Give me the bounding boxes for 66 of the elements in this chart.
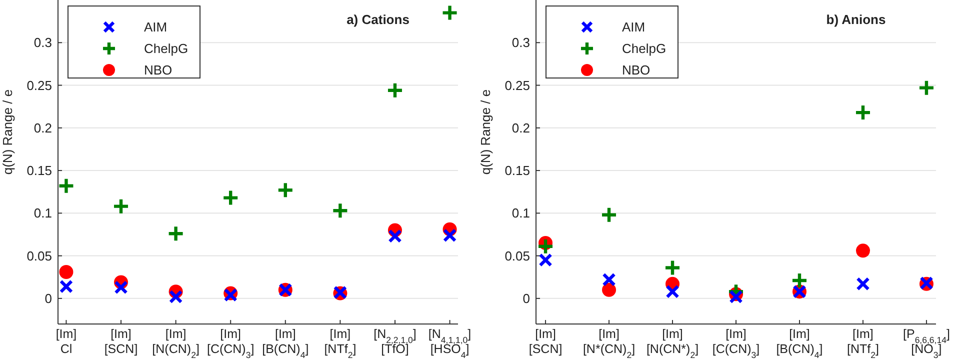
x-tick-label: [Im] [SCN] (528, 327, 562, 356)
y-tick-label: 0 (522, 290, 530, 306)
point (602, 272, 616, 287)
y-tick-label: 0.15 (26, 163, 52, 178)
point (332, 202, 349, 220)
x-tick-label: [P$_{6,6,6,14}$] [NO$_{3}$] (903, 327, 950, 360)
legend-label: AIM (144, 20, 168, 35)
y-axis-title: q(N) Range / e (0, 89, 15, 175)
point (664, 259, 682, 276)
point (600, 206, 618, 224)
y-tick-label: 0.05 (504, 248, 530, 264)
point (114, 280, 128, 294)
point (729, 290, 743, 304)
point (276, 182, 294, 199)
x-tick-label: [Im] [C(CN)$_{3}$] (712, 327, 760, 360)
x-tick-label: [Im] [B(CN)$_{4}$] (776, 327, 823, 360)
y-tick-label: 0.05 (26, 248, 52, 264)
x-tick-label: [Im] Cl (56, 327, 77, 356)
y-tick-label: 0.25 (26, 78, 52, 93)
x-tick-label: [Im] [N(CN*)$_{2}$] (646, 327, 699, 360)
text: b) Anions (826, 12, 886, 27)
text: a) Cations (346, 12, 410, 27)
point (222, 189, 240, 206)
legend-label: ChelpG (622, 41, 666, 56)
x-tick-label: [Im] [NTf$_{2}$] (847, 327, 879, 360)
y-tick-label: 0.25 (504, 78, 530, 93)
point (388, 229, 402, 244)
point (442, 228, 457, 242)
point (167, 225, 184, 242)
x-tick-label: [Im] [SCN] (104, 327, 138, 356)
x-tick-label: [Im] [C(CN)$_{3}$] (206, 327, 254, 360)
y-tick-label: 0 (44, 290, 52, 306)
point (59, 280, 74, 294)
point (854, 104, 872, 122)
x-tick-label: [Im] [N*(CN)$_{2}$] (582, 327, 636, 360)
point (536, 238, 554, 256)
legend-label: NBO (622, 62, 650, 78)
point (856, 277, 870, 291)
x-tick-label: [Im] [NTf$_{2}$] (324, 327, 356, 360)
y-axis-title: q(N) Range / e (478, 89, 493, 175)
point (59, 264, 74, 279)
point (602, 282, 616, 297)
x-tick-label: [N$_{4,1,1,0}$] [HSO$_{4}$] (428, 327, 472, 360)
point (538, 253, 552, 267)
x-tick-label: [Im] [B(CN)$_{4}$] (262, 327, 309, 360)
legend-label: NBO (144, 62, 172, 78)
y-tick-label: 0.2 (512, 120, 530, 136)
point (666, 284, 680, 298)
point (112, 198, 130, 215)
legend-label: ChelpG (144, 41, 188, 56)
y-tick-label: 0.2 (34, 120, 52, 136)
y-tick-label: 0.1 (512, 206, 530, 221)
x-tick-label: [N$_{2,2,1,0}$] [TfO] (374, 327, 416, 356)
x-tick-label: [Im] [N(CN)$_{2}$] (152, 327, 200, 360)
point (441, 4, 458, 22)
legend-label: AIM (622, 20, 646, 35)
y-tick-label: 0.3 (512, 35, 530, 50)
y-tick-label: 0.1 (34, 206, 52, 221)
y-tick-label: 0.15 (504, 163, 530, 178)
point (918, 79, 936, 96)
point (856, 244, 870, 258)
point (790, 272, 808, 290)
point (386, 82, 404, 99)
y-tick-label: 0.3 (34, 35, 52, 50)
point (58, 177, 75, 194)
point (168, 290, 183, 304)
